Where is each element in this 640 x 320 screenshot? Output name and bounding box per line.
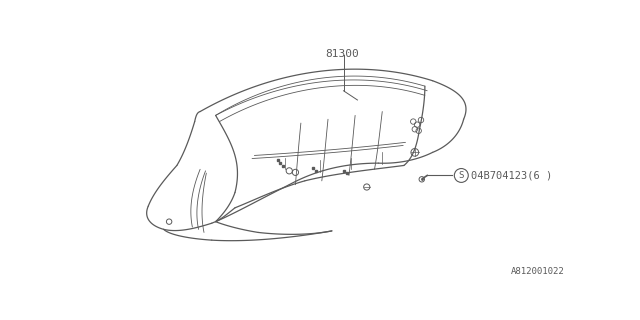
Text: 81300: 81300 (325, 49, 359, 59)
Text: 04B704123(6 ): 04B704123(6 ) (470, 171, 552, 180)
Text: S: S (459, 171, 464, 180)
Text: A812001022: A812001022 (511, 267, 564, 276)
